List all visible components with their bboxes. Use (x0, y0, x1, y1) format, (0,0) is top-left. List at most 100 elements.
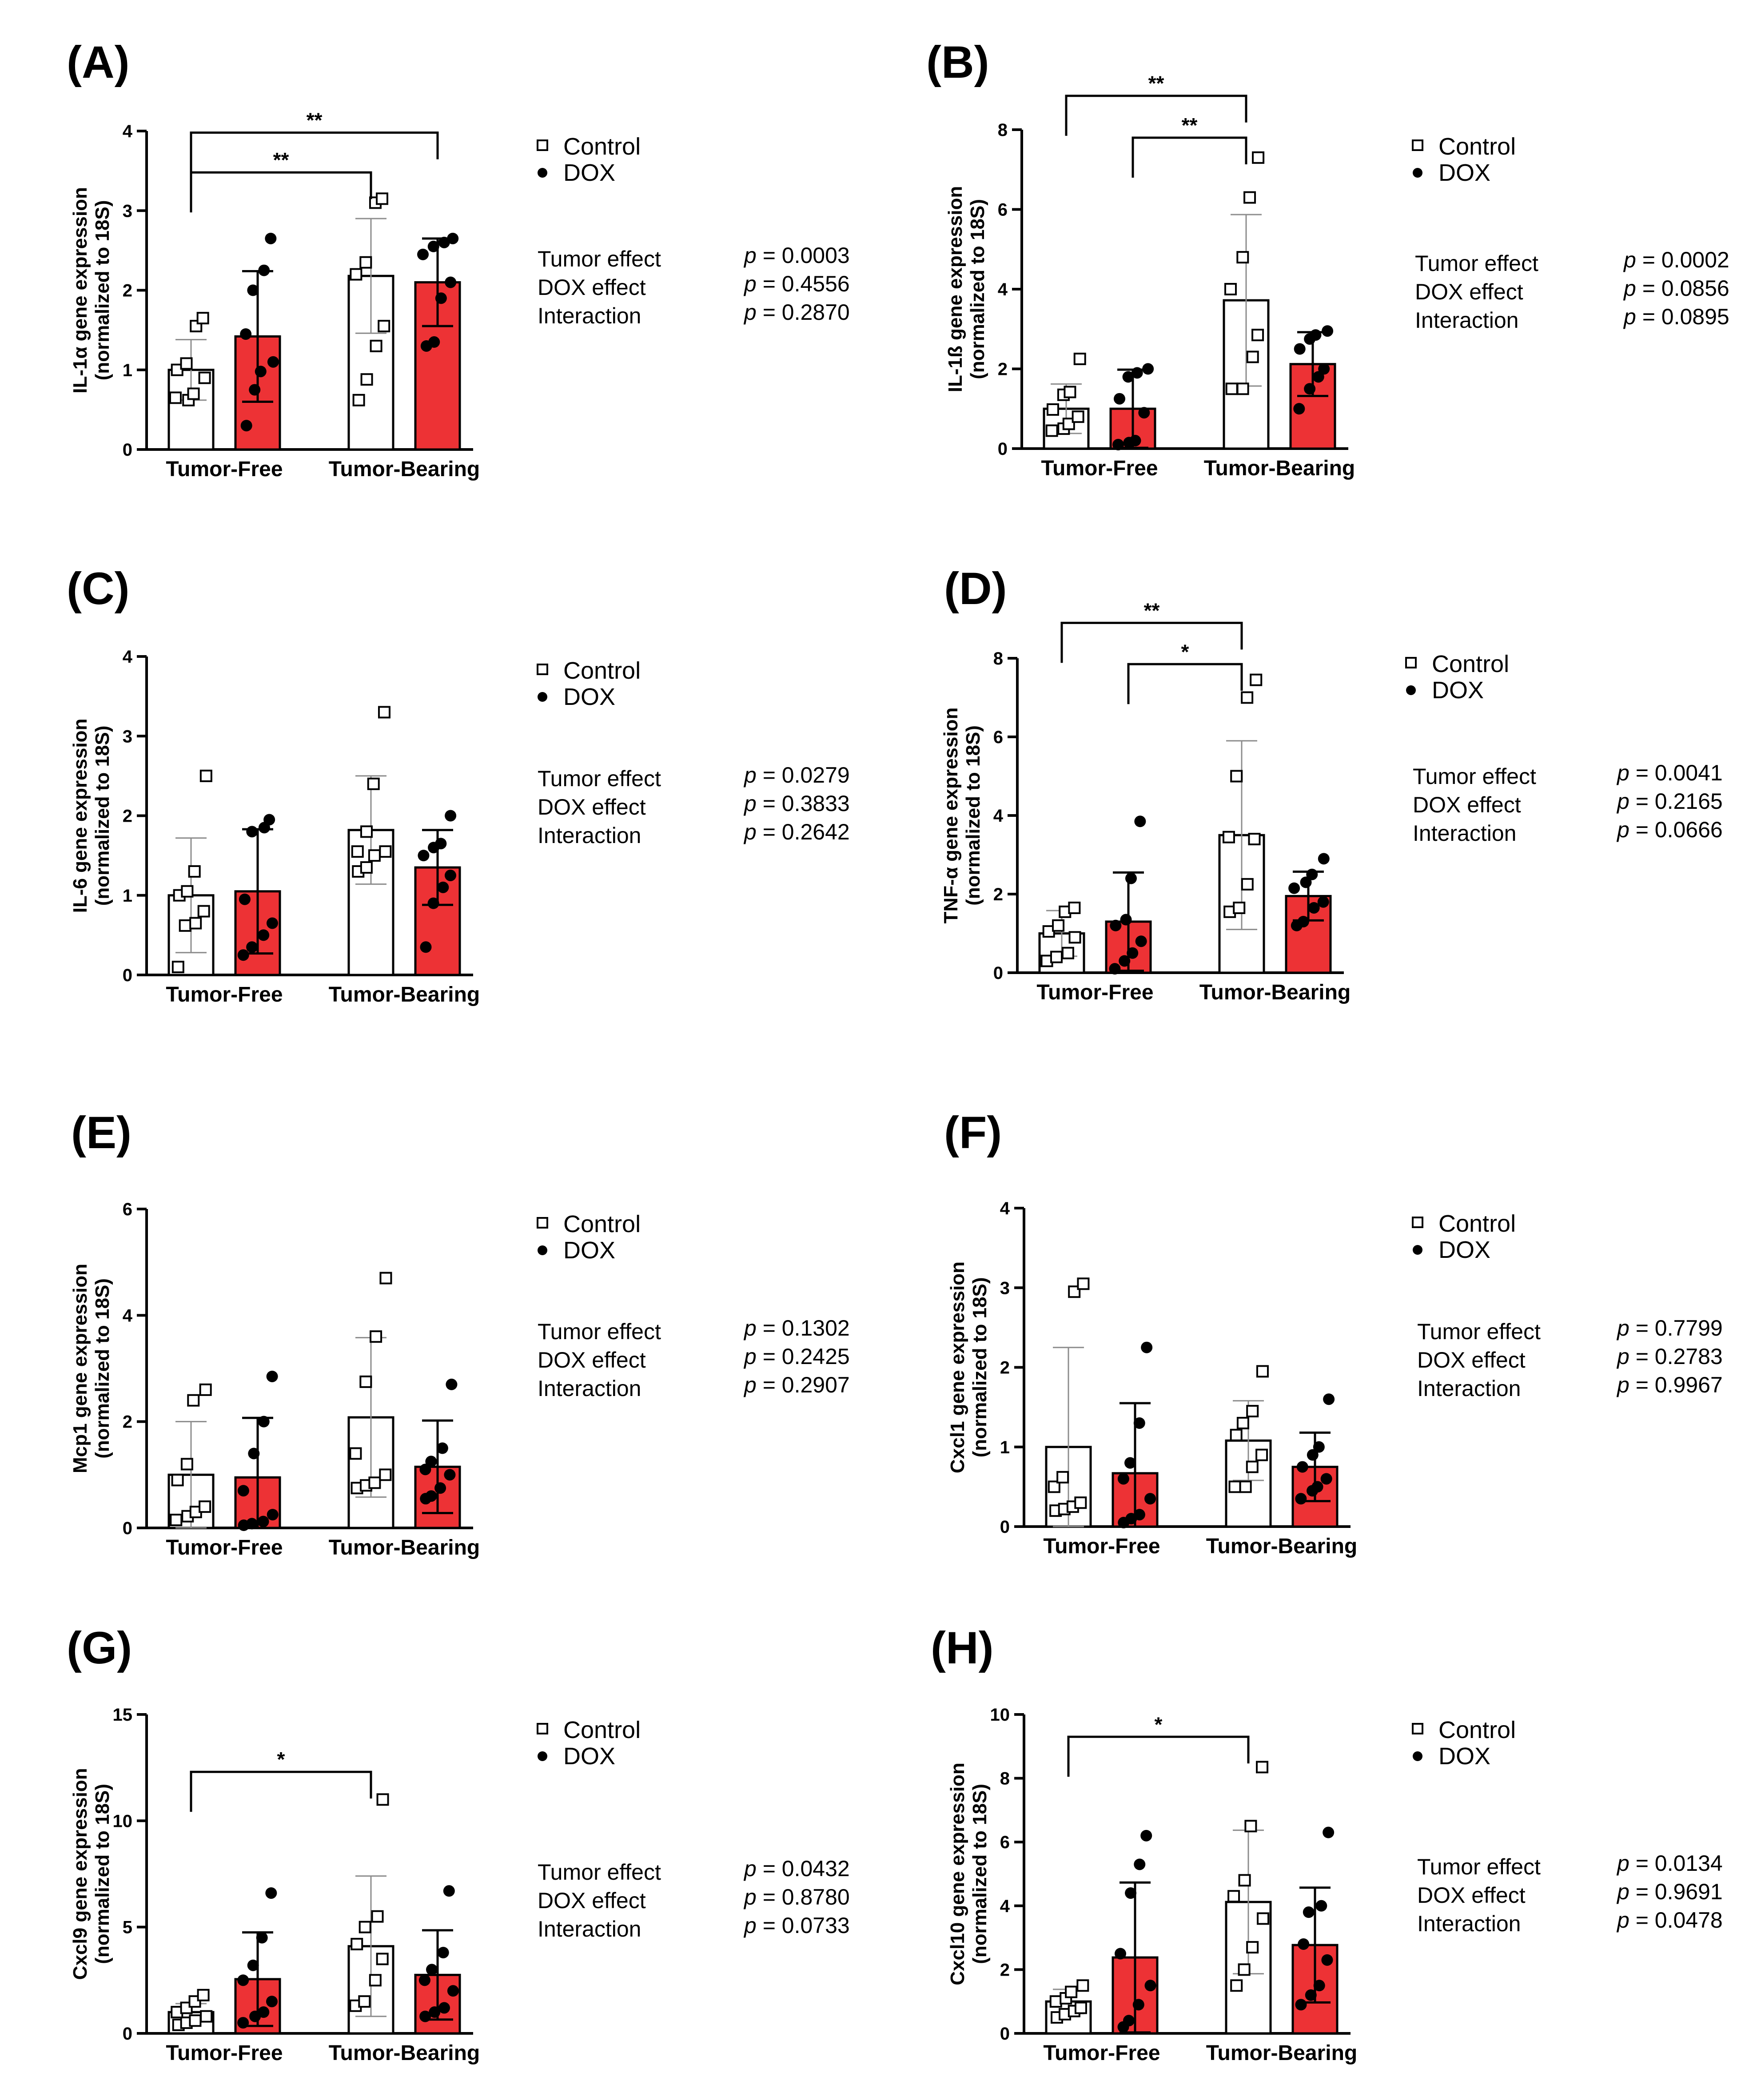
control-data-point (350, 268, 363, 281)
y-tick-label: 0 (123, 966, 132, 985)
control-data-point (359, 256, 372, 269)
control-data-point (196, 312, 209, 325)
y-axis-label-units: (normalized to 18S) (969, 1784, 991, 1964)
significance-bracket (1132, 136, 1247, 178)
dox-data-point (246, 941, 258, 953)
legend-control-marker (1412, 1217, 1423, 1228)
dox-data-point (1295, 1999, 1307, 2011)
control-data-point (349, 1447, 362, 1460)
dox-data-point (1144, 1980, 1156, 1992)
y-axis-label-units: (normalized to 18S) (92, 1278, 113, 1459)
dox-data-point (426, 1964, 438, 1976)
legend-control-marker (537, 139, 548, 151)
x-category-label: Tumor-Bearing (329, 1536, 480, 1559)
control-data-point (1077, 1277, 1090, 1290)
panel-c: (C) 0 1 2 3 4 IL-6 gene expression (normalized … (67, 563, 850, 1006)
control-data-point (1239, 1480, 1252, 1493)
control-data-point (367, 777, 380, 790)
legend-dox-marker (538, 1751, 547, 1761)
control-data-point (189, 917, 202, 930)
significance-label: * (1155, 1713, 1163, 1736)
control-data-point (197, 905, 210, 918)
y-tick-label: 1 (1000, 1438, 1010, 1457)
dox-data-point (1133, 1417, 1145, 1429)
panel-e: (E) 0 2 4 6 Mcp1 gene expression (normalized t… (69, 1107, 850, 1559)
panel-letter: (D) (944, 563, 1007, 614)
stat-p-value: p = 0.9691 (1616, 1879, 1723, 1904)
dox-data-point (257, 1515, 269, 1527)
dox-data-point (443, 1885, 455, 1897)
dox-data-point (438, 2002, 450, 2014)
dox-data-point (1120, 914, 1132, 926)
x-category-label: Tumor-Free (1041, 457, 1158, 480)
dox-data-point (1117, 1473, 1129, 1485)
control-data-point (1243, 191, 1256, 204)
x-category-label: Tumor-Bearing (1199, 981, 1351, 1004)
dox-data-point (265, 1887, 277, 1899)
dox-data-point (445, 810, 457, 822)
y-tick-label: 8 (993, 649, 1003, 668)
significance-label: ** (307, 109, 323, 132)
control-data-point (1049, 1995, 1062, 2008)
legend-control-label: Control (563, 1717, 641, 1743)
legend-control-marker (537, 1723, 548, 1734)
y-tick-label: 6 (998, 200, 1008, 220)
stat-p-value: p = 0.0733 (743, 1913, 850, 1938)
control-data-point (1251, 329, 1264, 342)
y-axis-label: Mcp1 gene expression (69, 1264, 91, 1473)
y-tick-label: 0 (1000, 1517, 1010, 1537)
dox-data-point (248, 1448, 260, 1460)
x-category-label: Tumor-Bearing (329, 983, 480, 1006)
dox-data-point (1298, 1938, 1310, 1950)
dox-data-point (1320, 1473, 1332, 1485)
dox-data-point (267, 1509, 279, 1521)
control-data-point (360, 373, 373, 386)
panel-h: (H) 0 2 4 6 8 10 Cxcl10 gene expression (normali… (931, 1623, 1723, 2065)
significance-label: * (1181, 640, 1189, 663)
control-data-point (1256, 1365, 1269, 1378)
dox-data-point (1125, 1887, 1137, 1899)
dox-data-point (1293, 403, 1305, 415)
stat-label: DOX effect (1417, 1883, 1526, 1908)
control-data-point (360, 861, 373, 874)
legend-dox-label: DOX (563, 1237, 615, 1264)
legend-dox-marker (1406, 685, 1416, 695)
dox-data-point (1133, 1509, 1145, 1521)
dox-data-point (1124, 1457, 1136, 1469)
y-axis-label-units: (normalized to 18S) (962, 725, 984, 906)
control-data-point (360, 825, 373, 838)
significance-bracket (1067, 1735, 1250, 1777)
control-data-point (358, 1995, 371, 2008)
control-data-point (187, 1394, 200, 1407)
control-data-point (1052, 919, 1065, 932)
panel-f: (F) 0 1 2 3 4 Cxcl1 gene expression (normalized… (944, 1107, 1723, 1558)
dox-data-point (1305, 1989, 1317, 2001)
dox-data-point (1318, 363, 1330, 375)
control-data-point (1072, 410, 1084, 423)
control-data-point (1236, 382, 1249, 395)
control-data-point (170, 1514, 183, 1527)
y-axis-label-units: (normalized to 18S) (92, 200, 113, 381)
dox-data-point (1308, 902, 1320, 914)
stat-p-value: p = 0.2425 (743, 1344, 850, 1369)
control-data-point (1050, 951, 1063, 963)
x-category-label: Tumor-Free (1043, 1535, 1160, 1558)
stat-label: Interaction (538, 303, 641, 328)
control-data-point (351, 1937, 363, 1950)
stat-p-value: p = 0.2907 (743, 1372, 850, 1397)
x-category-label: Tumor-Bearing (1206, 2041, 1357, 2065)
control-data-point (1056, 1471, 1069, 1484)
dox-data-point (1140, 1830, 1152, 1841)
stat-label: DOX effect (1417, 1348, 1526, 1372)
dox-data-point (1135, 935, 1147, 947)
dox-data-point (258, 1416, 270, 1428)
y-tick-label: 0 (123, 2024, 132, 2044)
legend-control-label: Control (1438, 1210, 1516, 1237)
control-data-point (1241, 878, 1254, 891)
legend-control-marker (1405, 657, 1417, 668)
y-tick-label: 3 (123, 727, 132, 746)
dox-data-point (1322, 325, 1334, 337)
legend-control-marker (1412, 1723, 1423, 1734)
y-axis-label-units: (normalized to 18S) (967, 199, 988, 379)
control-data-point (1238, 1874, 1251, 1887)
